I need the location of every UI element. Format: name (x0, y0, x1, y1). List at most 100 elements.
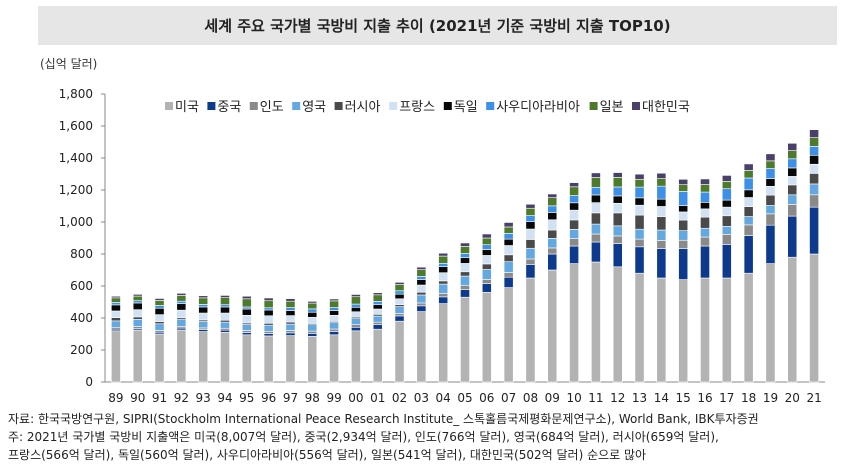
bar-segment (612, 225, 623, 237)
bar-segment (132, 302, 143, 310)
bar-segment (154, 314, 165, 322)
bar-segment (263, 324, 274, 332)
bar-segment (547, 269, 558, 383)
bar-segment (612, 202, 623, 214)
x-tick-label: 89 (108, 391, 123, 405)
bar-segment (809, 253, 819, 383)
bar-segment (460, 242, 470, 247)
bar-segment (743, 170, 754, 179)
bar-segment (111, 297, 121, 303)
bar-segment (612, 177, 623, 188)
legend-label: 사우디아라비아 (496, 100, 580, 115)
x-tick-label: 12 (610, 391, 625, 405)
bar-segment (700, 227, 710, 238)
bar-segment (569, 245, 579, 264)
bar-segment (634, 197, 645, 206)
bar-segment (700, 191, 710, 203)
bar-segment (111, 317, 121, 322)
bar-segment (525, 247, 536, 260)
bar-segment (656, 229, 667, 241)
bar-segment (416, 302, 427, 307)
y-tick-label: 600 (70, 279, 93, 293)
bar-segment (525, 239, 536, 249)
bar-segment (591, 223, 601, 235)
bar-segment (481, 292, 492, 383)
bar-segment (329, 298, 339, 302)
bar-segment (176, 303, 187, 311)
bar-segment (525, 215, 536, 222)
bar-segment (307, 308, 318, 313)
bar-segment (307, 317, 318, 324)
bar-segment (154, 333, 165, 383)
bar-segment (481, 233, 492, 239)
x-tick-label: 21 (806, 391, 821, 405)
bar-segment (394, 315, 405, 322)
legend-label: 독일 (454, 100, 478, 115)
bar-segment (569, 202, 579, 211)
bar-segment (569, 186, 579, 196)
bar-segment (132, 294, 143, 297)
legend-swatch (443, 102, 452, 110)
bar-segment (787, 167, 798, 177)
bar-segment (220, 312, 230, 321)
x-tick-label: 16 (697, 391, 712, 405)
bar-segment (220, 297, 230, 306)
bar-segment (547, 212, 558, 221)
legend-label: 영국 (302, 100, 326, 115)
bar-segment (721, 244, 732, 279)
bar-segment (329, 300, 339, 308)
y-tick-label: 1,200 (59, 183, 93, 197)
bar-segment (351, 311, 361, 318)
bar-segment (460, 253, 470, 258)
bar-segment (591, 194, 601, 203)
bar-segment (438, 252, 449, 257)
bar-segment (721, 188, 732, 201)
y-tick-label: 1,000 (59, 215, 93, 229)
bar-segment (132, 318, 143, 327)
legend-label: 러시아 (345, 100, 381, 115)
bar-segment (765, 168, 776, 179)
bar-segment (154, 298, 165, 301)
x-tick-label: 19 (763, 391, 778, 405)
bar-segment (176, 329, 187, 383)
legend-label: 미국 (175, 100, 199, 115)
legend-swatch (632, 102, 640, 110)
bar-segment (765, 186, 776, 196)
bar-segment (154, 323, 165, 331)
bar-segment (656, 185, 667, 200)
bar-segment (285, 298, 296, 302)
bar-segment (547, 219, 558, 231)
bar-segment (132, 300, 143, 304)
bar-segment (285, 310, 296, 316)
bar-segment (285, 315, 296, 323)
bar-segment (111, 320, 121, 328)
bar-segment (438, 280, 449, 285)
bar-segment (678, 279, 689, 383)
y-tick-label: 1,800 (59, 87, 93, 101)
bar-segment (285, 307, 296, 311)
bar-segment (700, 236, 710, 247)
bar-segment (525, 207, 536, 216)
bar-segment (394, 304, 405, 307)
x-tick-label: 17 (719, 391, 734, 405)
x-tick-label: 03 (414, 391, 429, 405)
bar-segment (612, 266, 623, 383)
bar-segment (154, 307, 165, 315)
y-tick-label: 1,400 (59, 151, 93, 165)
bar-segment (460, 263, 470, 273)
legend-swatch (249, 102, 258, 110)
bar-segment (656, 216, 667, 231)
x-tick-label: 02 (392, 391, 407, 405)
bar-segment (198, 306, 209, 314)
bar-segment (743, 206, 754, 217)
bar-segment (700, 178, 710, 185)
bar-segment (765, 205, 776, 215)
bar-segment (700, 202, 710, 210)
x-tick-label: 97 (283, 391, 298, 405)
bar-segment (525, 277, 536, 383)
bar-segment (176, 300, 187, 304)
source-notes: 자료: 한국국방연구원, SIPRI(Stockholm Internation… (8, 410, 759, 464)
bar-segment (656, 277, 667, 383)
bar-segment (132, 295, 143, 302)
bar-segment (241, 306, 252, 310)
